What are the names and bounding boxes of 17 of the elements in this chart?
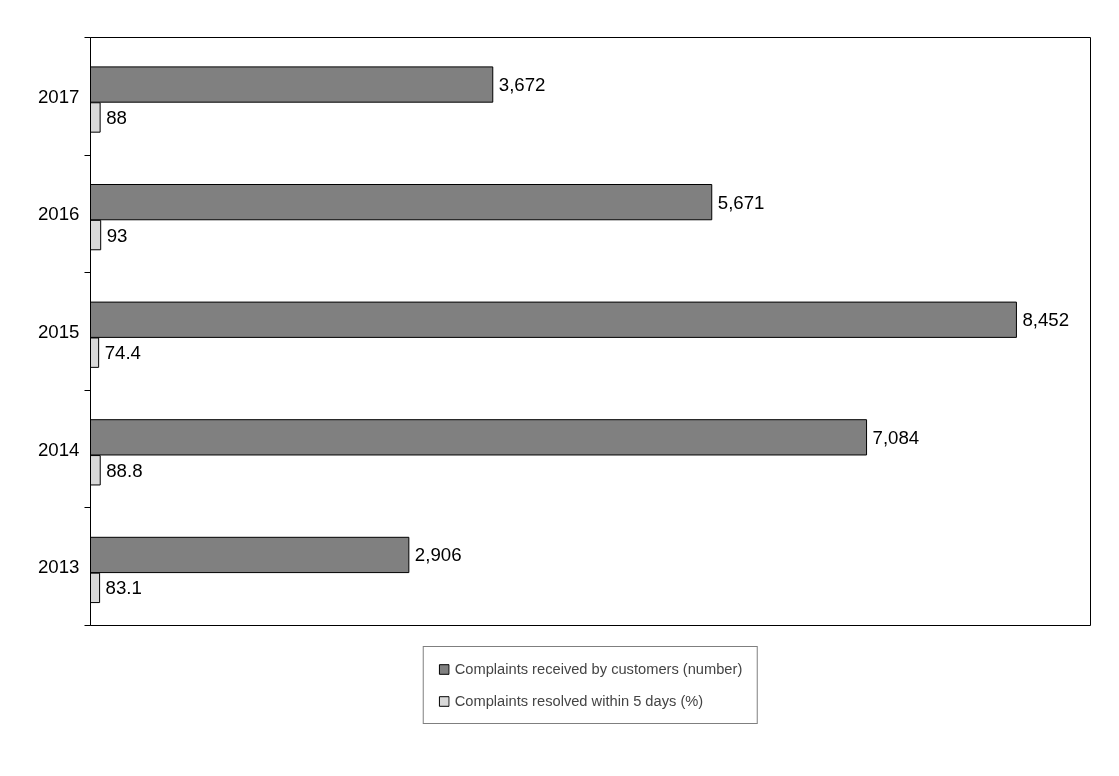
legend-label: Complaints resolved within 5 days (%) bbox=[454, 693, 704, 709]
data-label: 7,084 bbox=[872, 426, 920, 448]
y-tick-label: 2014 bbox=[38, 438, 80, 460]
data-label: 5,671 bbox=[717, 191, 765, 213]
y-tick-label: 2017 bbox=[38, 85, 80, 107]
y-tick-label: 2013 bbox=[38, 556, 80, 578]
data-label: 88 bbox=[106, 106, 127, 128]
data-label: 88.8 bbox=[106, 459, 143, 481]
legend-label: Complaints received by customers (number) bbox=[454, 661, 743, 677]
data-label: 3,672 bbox=[498, 74, 546, 96]
data-label: 74.4 bbox=[104, 342, 141, 364]
data-label: 93 bbox=[106, 224, 128, 246]
data-label: 8,452 bbox=[1022, 309, 1070, 331]
y-tick-label: 2016 bbox=[38, 203, 80, 225]
y-tick-label: 2015 bbox=[38, 321, 80, 342]
data-label: 2,906 bbox=[414, 544, 462, 566]
data-label: 83.1 bbox=[105, 577, 142, 599]
